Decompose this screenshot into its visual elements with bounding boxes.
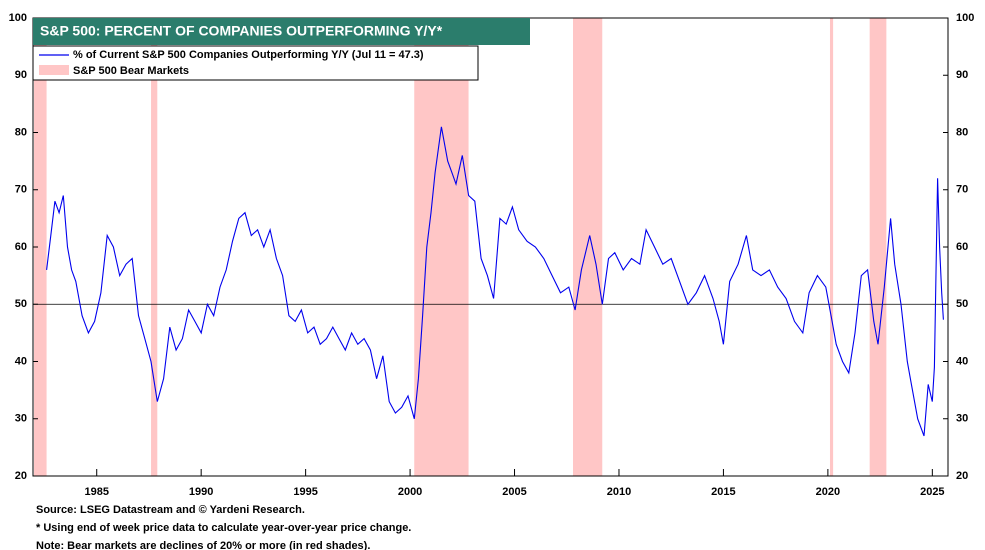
bear-market-shade bbox=[414, 18, 469, 476]
y2-tick-label: 90 bbox=[956, 69, 968, 81]
data-line bbox=[46, 126, 944, 437]
y-tick-label: 40 bbox=[15, 355, 27, 367]
x-tick-label: 2020 bbox=[816, 486, 840, 498]
y-tick-label: 50 bbox=[15, 298, 27, 310]
x-tick-label: 2000 bbox=[398, 486, 422, 498]
y2-tick-label: 60 bbox=[956, 241, 968, 253]
y-tick-label: 20 bbox=[15, 470, 27, 482]
x-tick-label: 2010 bbox=[607, 486, 631, 498]
y-tick-label: 100 bbox=[9, 12, 27, 24]
y2-tick-label: 20 bbox=[956, 470, 968, 482]
x-tick-label: 1995 bbox=[293, 486, 317, 498]
footnote: Note: Bear markets are declines of 20% o… bbox=[36, 540, 370, 550]
bear-market-shade bbox=[151, 18, 158, 476]
plot-frame bbox=[32, 17, 949, 477]
y-tick-label: 60 bbox=[15, 241, 27, 253]
y2-tick-label: 70 bbox=[956, 184, 968, 196]
legend-swatch bbox=[39, 65, 69, 75]
x-tick-label: 2015 bbox=[711, 486, 735, 498]
legend-label: S&P 500 Bear Markets bbox=[73, 65, 189, 77]
y-tick-label: 90 bbox=[15, 69, 27, 81]
y-tick-label: 70 bbox=[15, 184, 27, 196]
legend-box bbox=[32, 45, 479, 81]
chart-title: S&P 500: PERCENT OF COMPANIES OUTPERFORM… bbox=[40, 23, 443, 39]
x-tick-label: 1985 bbox=[84, 486, 108, 498]
y2-tick-label: 100 bbox=[956, 12, 974, 24]
y-tick-label: 80 bbox=[15, 126, 27, 138]
y2-tick-label: 50 bbox=[956, 298, 968, 310]
bear-market-shade bbox=[869, 18, 887, 476]
y2-tick-label: 40 bbox=[956, 355, 968, 367]
y2-tick-label: 80 bbox=[956, 126, 968, 138]
bear-market-shade bbox=[573, 18, 603, 476]
y-tick-label: 30 bbox=[15, 413, 27, 425]
legend-label: % of Current S&P 500 Companies Outperfor… bbox=[73, 49, 424, 61]
footnote: Source: LSEG Datastream and © Yardeni Re… bbox=[36, 504, 305, 516]
y2-tick-label: 30 bbox=[956, 413, 968, 425]
bear-market-shade bbox=[829, 18, 834, 476]
x-tick-label: 2005 bbox=[502, 486, 526, 498]
x-tick-label: 1990 bbox=[189, 486, 213, 498]
title-box bbox=[33, 18, 530, 45]
footnote: * Using end of week price data to calcul… bbox=[36, 522, 411, 534]
x-tick-label: 2025 bbox=[920, 486, 944, 498]
